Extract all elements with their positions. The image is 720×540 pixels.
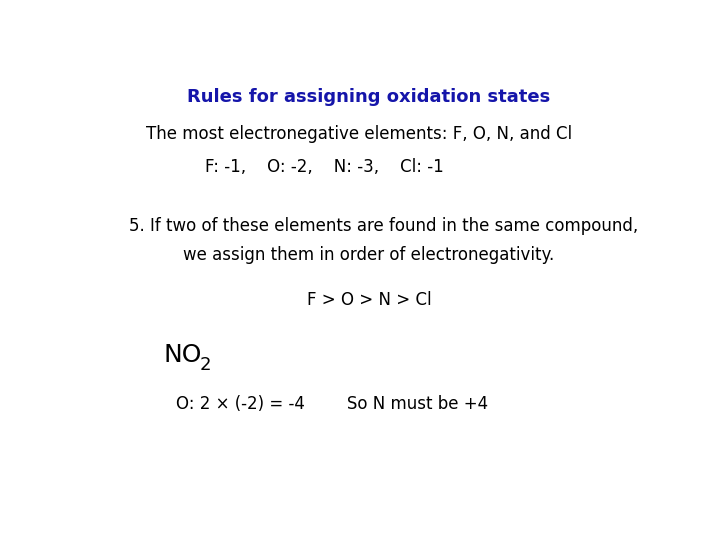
Text: Rules for assigning oxidation states: Rules for assigning oxidation states [187, 87, 551, 106]
Text: 2: 2 [200, 356, 212, 374]
Text: F > O > N > Cl: F > O > N > Cl [307, 292, 431, 309]
Text: 5. If two of these elements are found in the same compound,: 5. If two of these elements are found in… [129, 217, 639, 234]
Text: The most electronegative elements: F, O, N, and Cl: The most electronegative elements: F, O,… [145, 125, 572, 143]
Text: F: -1,    O: -2,    N: -3,    Cl: -1: F: -1, O: -2, N: -3, Cl: -1 [205, 158, 444, 177]
Text: O: 2 × (-2) = -4        So N must be +4: O: 2 × (-2) = -4 So N must be +4 [176, 395, 489, 413]
Text: we assign them in order of electronegativity.: we assign them in order of electronegati… [184, 246, 554, 264]
Text: NO: NO [163, 343, 202, 367]
